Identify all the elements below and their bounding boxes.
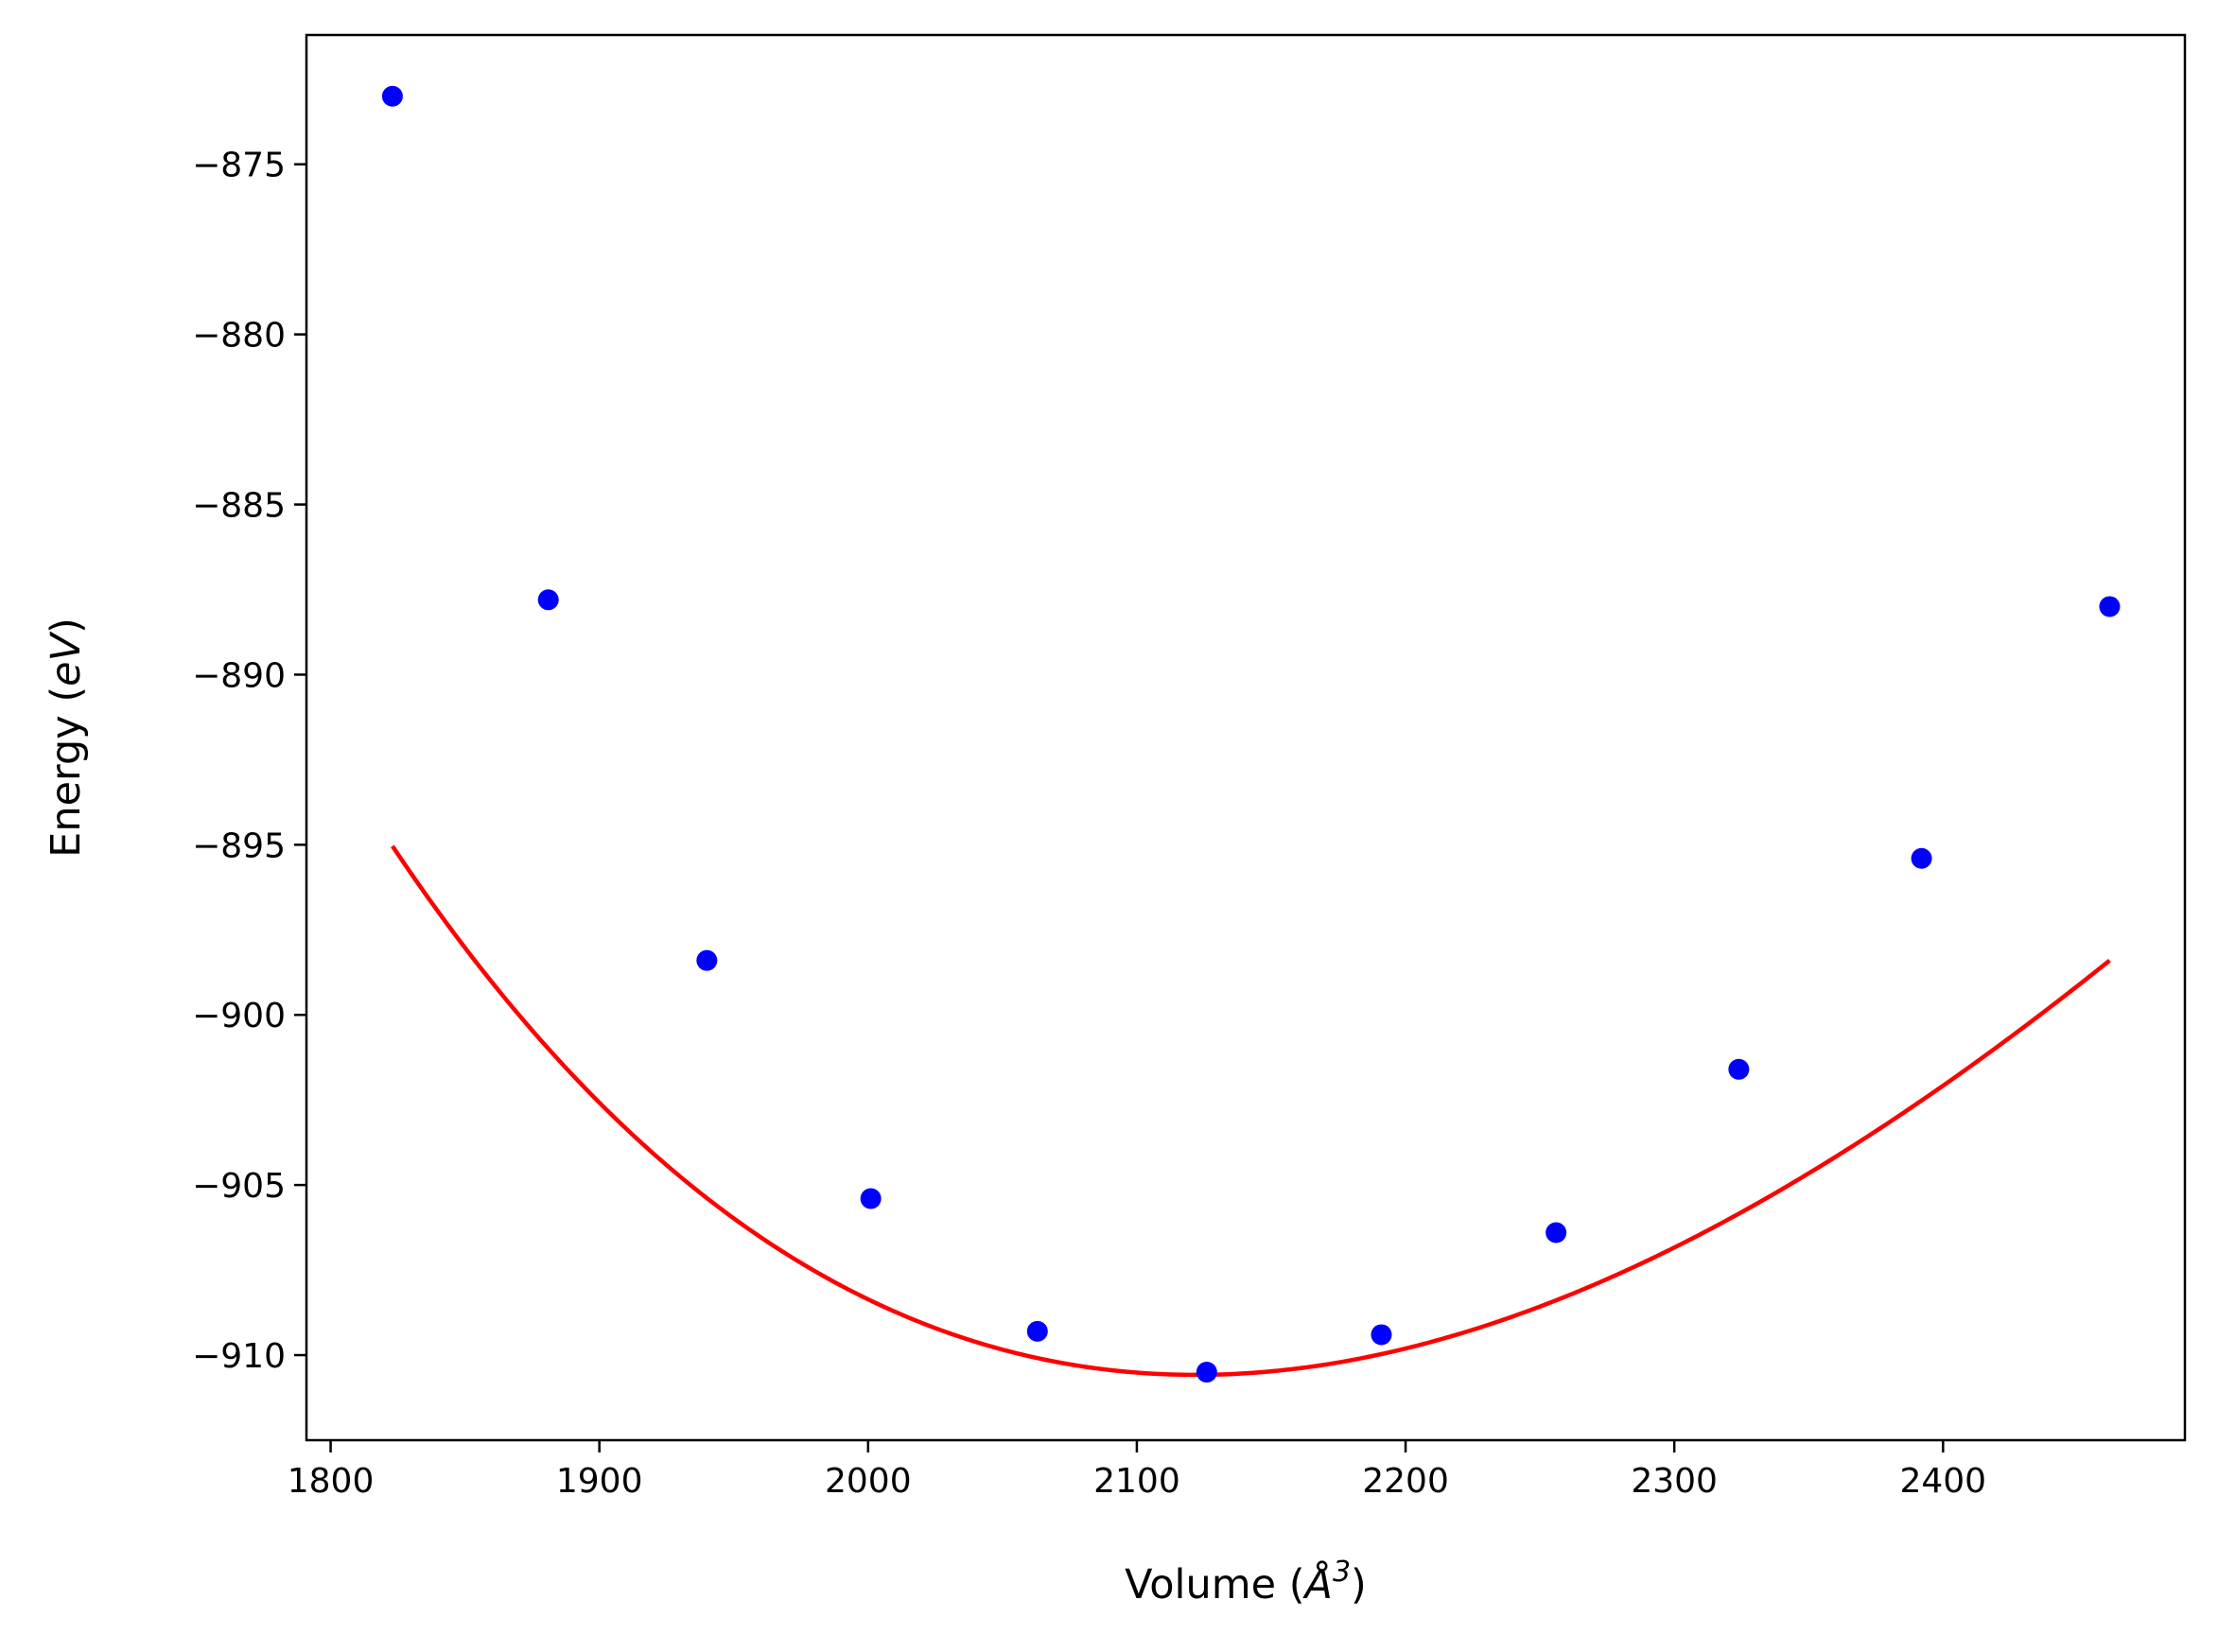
data-point: [1371, 1324, 1392, 1346]
data-point: [1196, 1362, 1217, 1383]
x-axis-label-prefix: Volume (: [1125, 1561, 1304, 1609]
data-point: [1026, 1320, 1048, 1342]
y-tick-label: −895: [192, 826, 286, 865]
plot-frame: [305, 33, 2187, 1442]
y-tick-label: −885: [192, 487, 286, 526]
data-points: [381, 85, 2121, 1383]
y-axis-label-suffix: ): [43, 617, 90, 634]
x-tick-label: 1800: [288, 1462, 375, 1501]
y-axis-ticks: −875 −880 −885 −890 −895 −900 −905 −910: [192, 147, 306, 1376]
x-axis-label-unit: Å: [1302, 1560, 1333, 1609]
data-point: [381, 85, 403, 107]
x-tick-label: 1900: [556, 1462, 643, 1501]
y-tick-label: −905: [192, 1167, 286, 1206]
y-tick-label: −880: [192, 317, 286, 356]
x-tick-label: 2100: [1093, 1462, 1180, 1501]
data-point: [1911, 847, 1932, 869]
data-point: [537, 589, 559, 611]
y-tick-label: −900: [192, 997, 286, 1035]
y-axis-label-unit: eV: [43, 631, 90, 686]
x-axis-label: Volume (Å3): [1125, 1556, 1367, 1609]
x-tick-label: 2300: [1631, 1462, 1718, 1501]
y-axis-label-prefix: Energy (: [43, 687, 90, 858]
x-tick-label: 2200: [1362, 1462, 1449, 1501]
data-point: [1728, 1058, 1750, 1080]
data-point: [696, 949, 718, 971]
x-axis-label-suffix: ): [1351, 1561, 1367, 1609]
x-axis-ticks: 1800 1900 2000 2100 2200 2300 2400: [288, 1440, 1986, 1501]
data-point: [860, 1188, 882, 1209]
x-tick-label: 2000: [825, 1462, 912, 1501]
data-point: [1546, 1222, 1567, 1243]
y-axis-label: Energy (eV): [43, 617, 90, 858]
y-tick-label: −910: [192, 1337, 286, 1376]
fit-curve: [391, 844, 2111, 1378]
y-tick-label: −890: [192, 656, 286, 695]
y-tick-label: −875: [192, 147, 286, 185]
data-point: [2099, 596, 2121, 617]
plot-background: [306, 35, 2185, 1440]
x-tick-label: 2400: [1899, 1462, 1986, 1501]
x-axis-label-exponent: 3: [1333, 1556, 1351, 1589]
